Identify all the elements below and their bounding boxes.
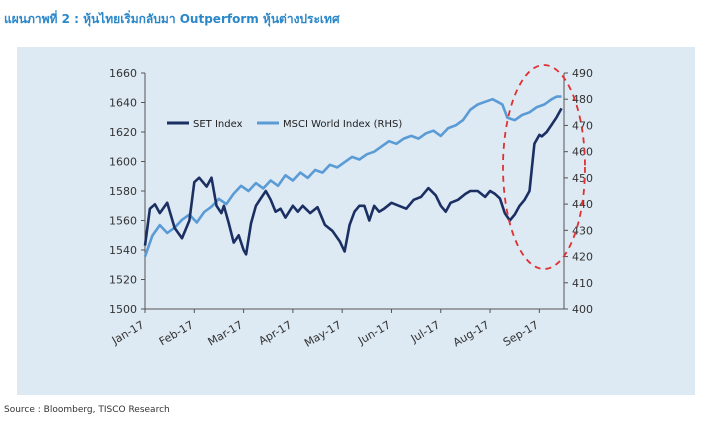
x-tick-label: Sep-17 xyxy=(501,318,541,349)
legend-label-msci: MSCI World Index (RHS) xyxy=(283,119,402,130)
line-chart: 1500 1520 1540 1560 1580 1600 1620 1640 1660 400 4… xyxy=(109,64,593,350)
x-tick-label: Apr-17 xyxy=(256,318,294,347)
source-note: Source : Bloomberg, TISCO Research xyxy=(4,405,170,415)
right-tick-label: 490 xyxy=(572,67,593,80)
x-tick-label: Mar-17 xyxy=(206,318,245,348)
chart-panel: 1500 1520 1540 1560 1580 1600 1620 1640 1660 400 4… xyxy=(17,47,695,395)
right-tick-label: 450 xyxy=(572,172,593,185)
x-tick-label: May-17 xyxy=(302,318,344,350)
x-tick-label: Jan-17 xyxy=(109,318,147,347)
highlight-ellipse xyxy=(502,64,586,270)
x-tick-label: Feb-17 xyxy=(157,318,196,348)
set-index-line xyxy=(143,107,563,256)
left-tick-label: 1580 xyxy=(109,185,137,198)
x-tick-label: Jun-17 xyxy=(355,318,393,347)
right-tick-label: 400 xyxy=(572,303,593,316)
left-tick-label: 1640 xyxy=(109,97,137,110)
right-tick-label: 430 xyxy=(572,224,593,237)
left-tick-label: 1500 xyxy=(109,303,137,316)
chart-title: แผนภาพที่ 2 : หุ้นไทยเริ่มกลับมา Outperf… xyxy=(4,12,340,26)
right-tick-label: 470 xyxy=(572,119,593,132)
legend-label-set: SET Index xyxy=(193,119,243,130)
x-tick-label: Jul-17 xyxy=(408,318,442,345)
left-tick-label: 1600 xyxy=(109,156,137,169)
right-tick-label: 480 xyxy=(572,93,593,106)
right-tick-label: 420 xyxy=(572,251,593,264)
right-tick-label: 410 xyxy=(572,277,593,290)
left-tick-label: 1620 xyxy=(109,126,137,139)
left-tick-label: 1660 xyxy=(109,67,137,80)
left-tick-label: 1520 xyxy=(109,274,137,287)
x-tick-label: Aug-17 xyxy=(451,318,492,349)
left-tick-label: 1540 xyxy=(109,244,137,257)
right-tick-label: 460 xyxy=(572,146,593,159)
left-tick-label: 1560 xyxy=(109,215,137,228)
